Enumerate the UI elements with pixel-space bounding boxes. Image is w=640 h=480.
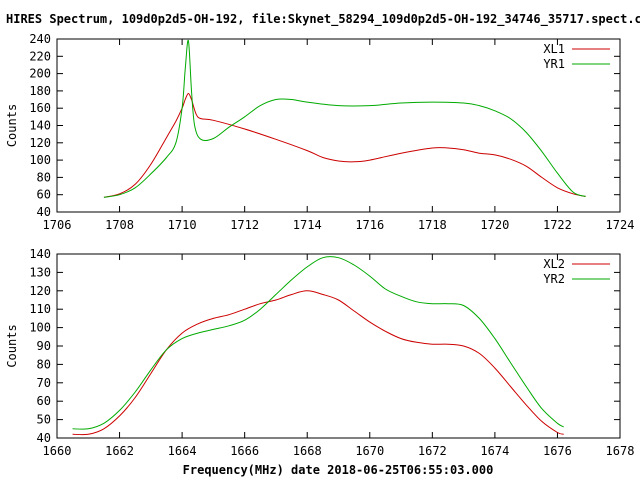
x-tick-label: 1716 <box>355 218 384 232</box>
y-tick-label: 80 <box>37 357 51 371</box>
y-tick-label: 160 <box>29 101 51 115</box>
x-tick-label: 1676 <box>543 444 572 458</box>
x-tick-label: 1708 <box>105 218 134 232</box>
plot-frame <box>56 253 621 439</box>
y-tick-label: 100 <box>29 321 51 335</box>
y-tick-label: 180 <box>29 84 51 98</box>
legend-label-xl1: XL1 <box>543 42 565 56</box>
legend-label-yr2: YR2 <box>543 272 565 286</box>
y-tick-label: 80 <box>37 170 51 184</box>
x-tick-label: 1660 <box>43 444 72 458</box>
y-tick-label: 90 <box>37 339 51 353</box>
x-tick-label: 1714 <box>293 218 322 232</box>
series-line-yr2 <box>72 256 564 430</box>
x-tick-label: 1674 <box>480 444 509 458</box>
y-tick-label: 200 <box>29 67 51 81</box>
x-tick-label: 1718 <box>418 218 447 232</box>
legend-label-xl2: XL2 <box>543 257 565 271</box>
x-tick-label: 1720 <box>480 218 509 232</box>
x-tick-label: 1664 <box>168 444 197 458</box>
x-tick-label: 1710 <box>168 218 197 232</box>
x-tick-label: 1678 <box>606 444 635 458</box>
y-tick-label: 140 <box>29 247 51 261</box>
x-tick-label: 1672 <box>418 444 447 458</box>
y-tick-label: 40 <box>37 205 51 219</box>
plot-frame <box>56 38 621 213</box>
x-tick-label: 1662 <box>105 444 134 458</box>
x-tick-label: 1712 <box>230 218 259 232</box>
series-line-xl2 <box>72 290 564 436</box>
legend-label-yr1: YR1 <box>543 57 565 71</box>
figure-title: HIRES Spectrum, 109d0p2d5-OH-192, file:S… <box>6 12 640 27</box>
chart-panel-1: 1706 1708 1710 1712 1714 1716 1718 1720 1722 1724… <box>5 32 634 232</box>
y-tick-label: 60 <box>37 394 51 408</box>
x-tick-label: 1668 <box>293 444 322 458</box>
y-axis-label: Counts <box>5 324 19 367</box>
y-tick-label: 120 <box>29 136 51 150</box>
x-tick-label: 1724 <box>606 218 635 232</box>
x-tick-label: 1722 <box>543 218 572 232</box>
y-axis-label: Counts <box>5 104 19 147</box>
series-line-xl1 <box>103 93 586 198</box>
x-tick-label: 1706 <box>43 218 72 232</box>
y-tick-label: 110 <box>29 302 51 316</box>
y-tick-label: 240 <box>29 32 51 46</box>
y-tick-label: 60 <box>37 188 51 202</box>
series-line-yr1 <box>103 39 586 198</box>
y-tick-label: 120 <box>29 284 51 298</box>
y-tick-label: 140 <box>29 119 51 133</box>
x-tick-label: 1666 <box>230 444 259 458</box>
y-tick-label: 50 <box>37 413 51 427</box>
x-tick-label: 1670 <box>355 444 384 458</box>
y-tick-label: 40 <box>37 431 51 445</box>
y-tick-label: 220 <box>29 49 51 63</box>
x-axis-label: Frequency(MHz) date 2018-06-25T06:55:03.… <box>183 463 494 477</box>
y-tick-label: 70 <box>37 376 51 390</box>
y-tick-label: 130 <box>29 265 51 279</box>
y-tick-label: 100 <box>29 153 51 167</box>
chart-panel-2: 1660 1662 1664 1666 1668 1670 1672 1674 1676 1678… <box>5 247 634 458</box>
